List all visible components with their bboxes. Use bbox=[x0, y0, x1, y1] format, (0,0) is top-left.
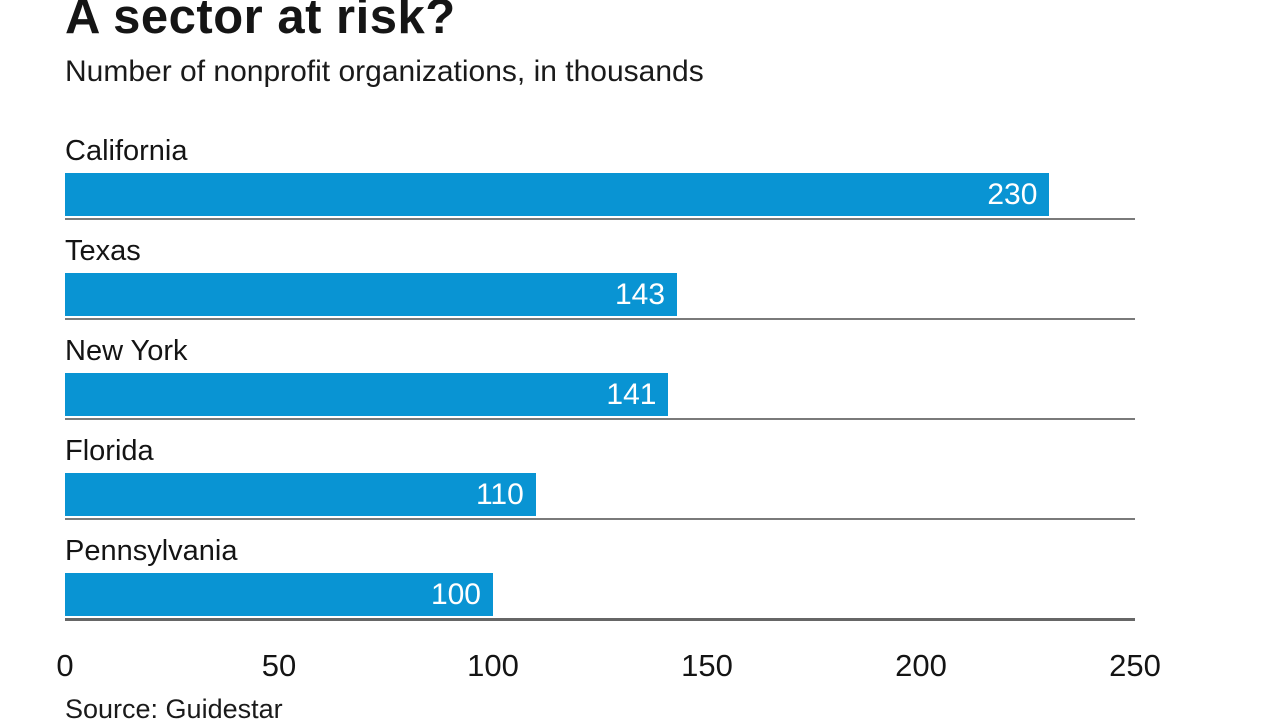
row-separator-line bbox=[65, 518, 1135, 520]
bar: 141 bbox=[65, 373, 669, 416]
x-axis-tick-label: 100 bbox=[467, 648, 519, 683]
bar-track: 141 bbox=[65, 373, 1135, 416]
bar-rows-area: California 230 Texas 143 New York 141 Florida 1… bbox=[65, 120, 1135, 625]
row-separator-line bbox=[65, 318, 1135, 320]
bar: 100 bbox=[65, 573, 493, 616]
chart-title: A sector at risk? bbox=[65, 0, 456, 44]
chart-subtitle: Number of nonprofit organizations, in th… bbox=[65, 55, 704, 88]
bar-category-label: California bbox=[65, 135, 188, 167]
x-axis-tick-label: 0 bbox=[56, 648, 74, 683]
x-axis-line bbox=[65, 618, 1135, 621]
bar-value-label: 141 bbox=[606, 378, 657, 411]
bar: 143 bbox=[65, 273, 678, 316]
bar-value-label: 110 bbox=[475, 478, 524, 511]
bar-value-label: 143 bbox=[614, 278, 666, 311]
row-separator-line bbox=[65, 418, 1135, 420]
bar-row: Pennsylvania 100 bbox=[65, 533, 1135, 621]
bar-row: New York 141 bbox=[65, 333, 1135, 420]
bar: 110 bbox=[65, 473, 536, 516]
row-separator-line bbox=[65, 218, 1135, 220]
x-axis-tick-label: 150 bbox=[681, 648, 733, 683]
x-axis-tick-row: 0 50 100 150 200 250 bbox=[56, 648, 1160, 684]
bar-category-label: New York bbox=[65, 335, 188, 367]
bar-category-label: Florida bbox=[65, 435, 154, 467]
source-note: Source: Guidestar bbox=[65, 694, 283, 720]
bar-track: 230 bbox=[65, 173, 1135, 216]
x-axis-tick-label: 250 bbox=[1109, 648, 1161, 683]
bar: 230 bbox=[65, 173, 1050, 216]
bar-track: 143 bbox=[65, 273, 1135, 316]
bar-track: 110 bbox=[65, 473, 1135, 516]
x-axis-tick-label: 200 bbox=[895, 648, 947, 683]
bar-row: Florida 110 bbox=[65, 433, 1135, 520]
bar-value-label: 230 bbox=[987, 178, 1038, 211]
bar-row: California 230 bbox=[65, 133, 1135, 220]
bar-category-label: Texas bbox=[65, 235, 141, 267]
x-axis-tick-label: 50 bbox=[261, 648, 297, 683]
bar-value-label: 100 bbox=[430, 578, 481, 611]
bar-row: Texas 143 bbox=[65, 233, 1135, 320]
bar-track: 100 bbox=[65, 573, 1135, 616]
bar-category-label: Pennsylvania bbox=[65, 535, 238, 567]
